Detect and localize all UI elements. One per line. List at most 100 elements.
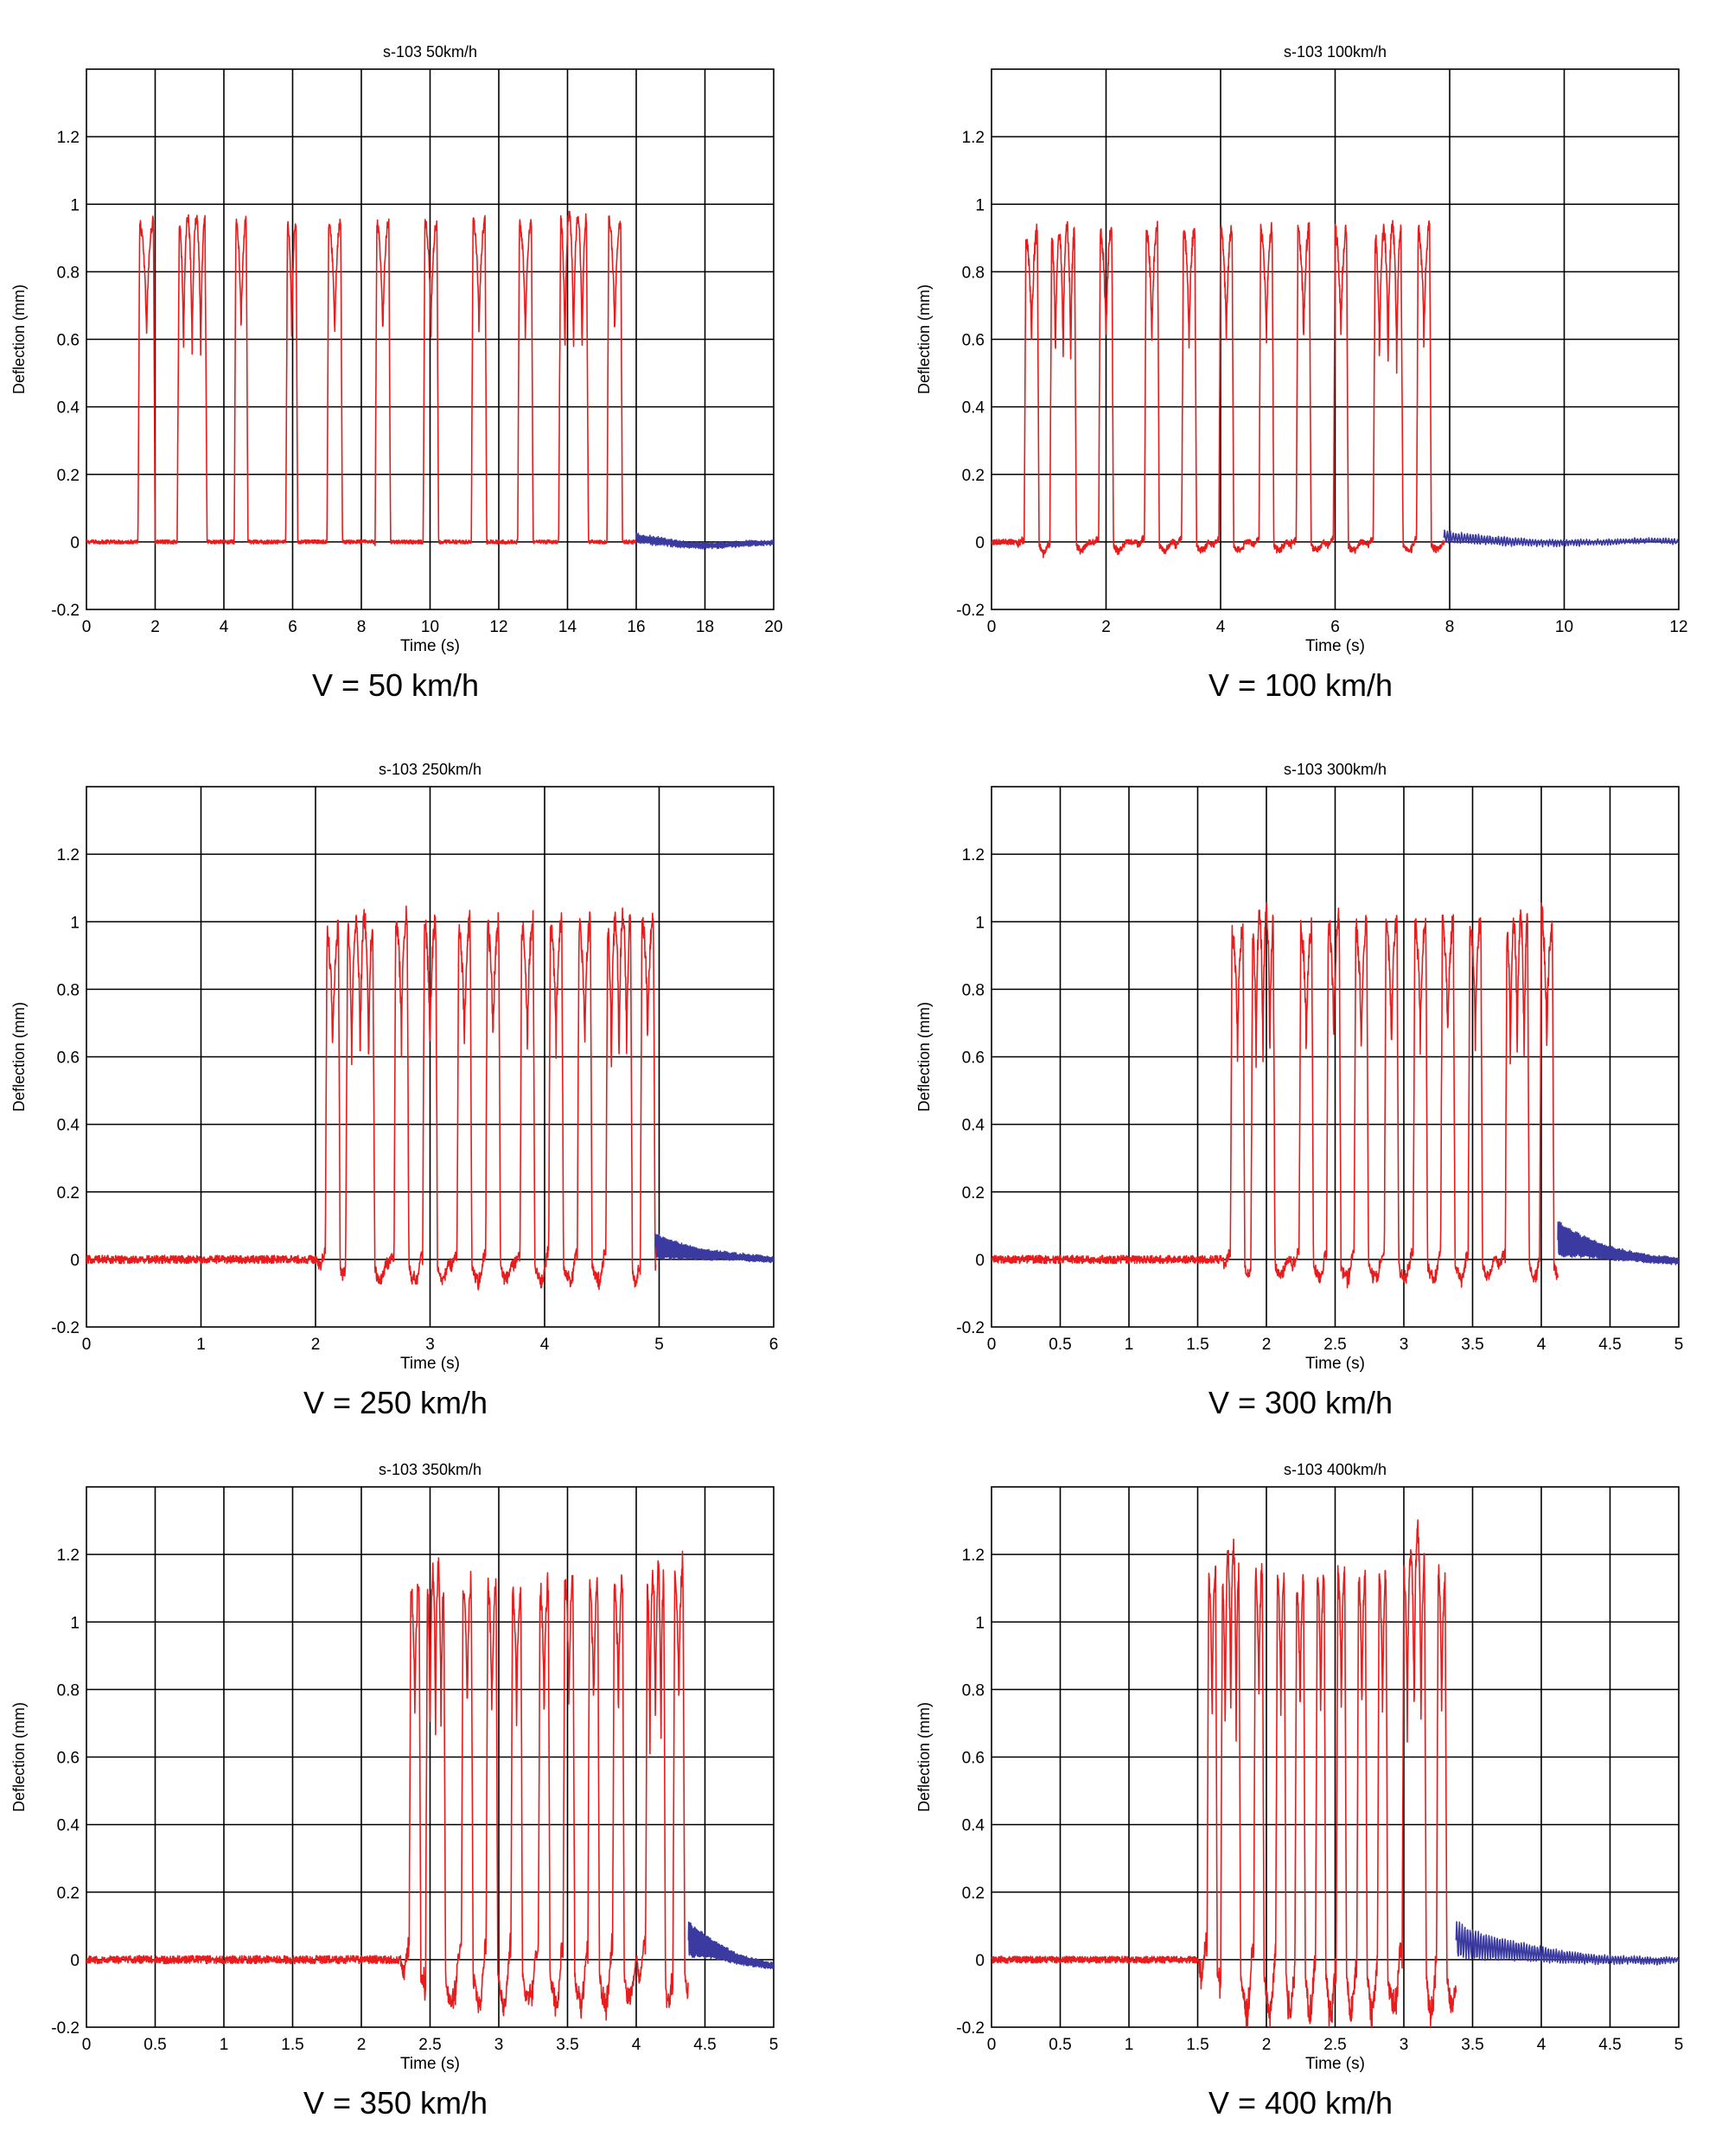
- y-tick-label: 0.8: [962, 264, 985, 282]
- chart-title: s-103 350km/h: [379, 1461, 481, 1478]
- y-tick-label: 0.2: [962, 1184, 985, 1202]
- x-tick-label: 14: [558, 618, 577, 636]
- y-tick-label: -0.2: [51, 602, 80, 620]
- plot-frame: [86, 1486, 775, 2028]
- x-tick-label: 2: [311, 1336, 321, 1354]
- x-tick-label: 5: [654, 1336, 664, 1354]
- free-vibration-trace: [635, 533, 774, 550]
- speed-caption: V = 300 km/h: [1208, 1385, 1393, 1420]
- x-tick-label: 12: [489, 618, 507, 636]
- y-tick-label: 0.2: [57, 467, 80, 485]
- chart-title: s-103 300km/h: [1284, 761, 1387, 778]
- x-tick-label: 1.5: [1186, 2036, 1208, 2054]
- x-axis-label: Time (s): [1305, 2055, 1365, 2073]
- free-vibration-trace: [1557, 1221, 1679, 1266]
- chart-title: s-103 50km/h: [383, 43, 477, 61]
- x-tick-label: 0.5: [1049, 2036, 1071, 2054]
- deflection-trace: [86, 210, 637, 546]
- y-tick-label: 1.2: [57, 846, 80, 864]
- free-vibration-trace: [654, 1233, 774, 1264]
- x-tick-label: 0: [82, 1336, 92, 1354]
- x-tick-label: 2.5: [418, 2036, 441, 2054]
- y-tick-label: 0.8: [57, 264, 80, 282]
- y-tick-label: 0.6: [57, 1049, 80, 1068]
- y-tick-label: 0.4: [962, 1817, 985, 1835]
- y-tick-label: 0.6: [57, 1750, 80, 1768]
- x-tick-label: 4.5: [693, 2036, 716, 2054]
- x-tick-label: 1: [1125, 1336, 1134, 1354]
- y-tick-label: 0.8: [57, 1681, 80, 1700]
- y-tick-label: 0.4: [57, 1817, 80, 1835]
- plot-frame: [86, 68, 775, 610]
- x-tick-label: 1: [1125, 2036, 1134, 2054]
- deflection-trace: [992, 220, 1445, 558]
- speed-caption: V = 50 km/h: [312, 667, 479, 703]
- x-tick-label: 3: [1400, 2036, 1409, 2054]
- y-tick-label: 1: [975, 196, 985, 214]
- x-tick-label: 3.5: [1461, 2036, 1483, 2054]
- x-tick-label: 0: [82, 618, 92, 636]
- y-tick-label: -0.2: [51, 2019, 80, 2038]
- x-tick-label: 10: [421, 618, 439, 636]
- plot-frame: [991, 1486, 1680, 2028]
- y-tick-label: 1.2: [962, 1547, 985, 1565]
- y-tick-label: 0.2: [57, 1885, 80, 1903]
- x-tick-label: 1: [220, 2036, 229, 2054]
- x-tick-label: 2.5: [1323, 1336, 1346, 1354]
- x-tick-label: 0: [82, 2036, 92, 2054]
- y-tick-label: 0.2: [57, 1184, 80, 1202]
- y-tick-label: -0.2: [956, 1319, 985, 1337]
- x-tick-label: 4: [1537, 2036, 1546, 2054]
- x-tick-label: 4: [540, 1336, 550, 1354]
- x-tick-label: 2: [1262, 1336, 1272, 1354]
- y-tick-label: 1.2: [57, 129, 80, 147]
- y-tick-label: 0.6: [962, 332, 985, 350]
- y-tick-label: 0.4: [962, 1117, 985, 1135]
- x-tick-label: 2: [150, 618, 160, 636]
- x-tick-label: 4: [1216, 618, 1226, 636]
- free-vibration-trace: [687, 1921, 774, 1970]
- chart-panel: 0 2 4 6 8 10 12 14 16 18 20-0.200.20.40.60.811.2s-…: [10, 43, 783, 703]
- plot-frame: [991, 68, 1680, 610]
- x-axis-label: Time (s): [400, 637, 460, 655]
- x-axis-label: Time (s): [1305, 1355, 1365, 1373]
- y-tick-label: 0.8: [962, 1681, 985, 1700]
- x-tick-label: 0.5: [1049, 1336, 1071, 1354]
- y-tick-label: 1.2: [962, 846, 985, 864]
- x-axis-label: Time (s): [400, 1355, 460, 1373]
- x-tick-label: 6: [1330, 618, 1340, 636]
- speed-caption: V = 400 km/h: [1208, 2085, 1393, 2121]
- y-axis-label: Deflection (mm): [10, 1002, 28, 1112]
- x-tick-label: 0: [987, 2036, 997, 2054]
- y-tick-label: 1: [975, 1614, 985, 1632]
- chart-title: s-103 400km/h: [1284, 1461, 1387, 1478]
- deflection-trace: [86, 905, 657, 1291]
- plot-frame: [86, 786, 775, 1328]
- y-tick-label: 0.6: [962, 1750, 985, 1768]
- x-tick-label: 2: [1101, 618, 1111, 636]
- x-tick-label: 3: [1400, 1336, 1409, 1354]
- y-tick-label: 0.4: [962, 399, 985, 418]
- speed-caption: V = 250 km/h: [303, 1385, 488, 1420]
- x-tick-label: 0: [987, 1336, 997, 1354]
- x-tick-label: 6: [288, 618, 297, 636]
- plot-frame: [991, 786, 1680, 1328]
- x-tick-label: 8: [1445, 618, 1455, 636]
- speed-caption: V = 100 km/h: [1208, 667, 1393, 703]
- x-tick-label: 12: [1669, 618, 1687, 636]
- y-tick-label: 0.2: [962, 467, 985, 485]
- deflection-trace: [992, 902, 1559, 1289]
- chart-panel: 0 2 4 6 8 10 12-0.200.20.40.60.811.2s-103 100k…: [915, 43, 1688, 703]
- y-tick-label: 0.6: [57, 332, 80, 350]
- y-tick-label: 0.4: [57, 1117, 80, 1135]
- x-tick-label: 3.5: [556, 2036, 578, 2054]
- x-tick-label: 6: [769, 1336, 779, 1354]
- x-tick-label: 4.5: [1598, 2036, 1621, 2054]
- x-tick-label: 20: [764, 618, 782, 636]
- x-axis-label: Time (s): [400, 2055, 460, 2073]
- y-axis-label: Deflection (mm): [10, 1702, 28, 1812]
- x-tick-label: 3: [494, 2036, 504, 2054]
- chart-panel: 0 1 2 3 4 5 6-0.200.20.40.60.811.2s-103 250km/…: [10, 761, 778, 1420]
- y-tick-label: 0: [70, 1952, 80, 1970]
